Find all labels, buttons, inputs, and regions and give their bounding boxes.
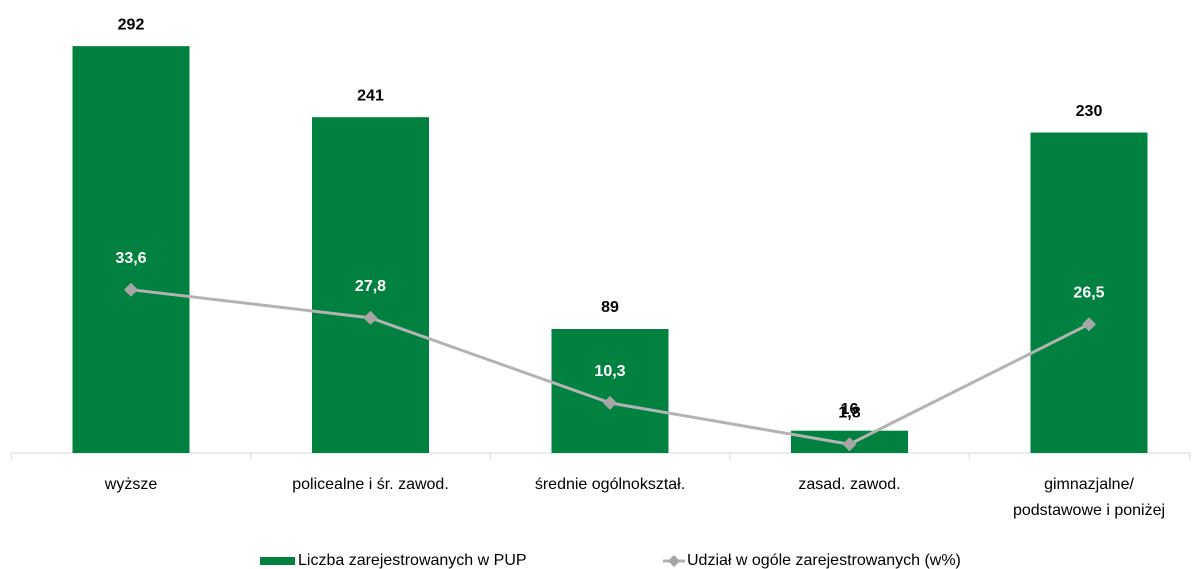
x-tick-label: gimnazjalne/ podstawowe i poniżej [1012, 476, 1166, 519]
bar [312, 117, 429, 453]
bar-value-label: 16 [841, 401, 859, 418]
line-marker [603, 395, 617, 410]
legend-marker [668, 555, 680, 567]
legend-swatch [260, 557, 295, 565]
line-marker [842, 437, 857, 452]
bar-value-label: 89 [601, 299, 619, 316]
line-value-label: 26,5 [1073, 284, 1104, 301]
line-marker [363, 310, 378, 325]
x-tick-label: zasad. zawod. [798, 476, 901, 493]
bar [1030, 132, 1148, 454]
line-value-label: 33,6 [115, 250, 146, 267]
x-tick-label: policealne i śr. zawod. [292, 476, 449, 493]
bar [72, 46, 190, 453]
bar-value-label: 230 [1076, 103, 1103, 120]
line-value-label: 1,8 [838, 404, 860, 421]
line-marker [124, 282, 138, 297]
x-tick-label: wyższe [104, 476, 158, 493]
line-value-label: 10,3 [594, 363, 625, 380]
legend-label: Udział w ogóle zarejestrowanych (w%) [687, 552, 961, 569]
bar [551, 328, 669, 453]
bar-value-label: 241 [357, 87, 384, 104]
line-marker [1082, 317, 1096, 332]
x-tick-label: średnie ogólnokształ. [534, 476, 686, 493]
legend-label: Liczba zarejestrowanych w PUP [298, 552, 527, 569]
bar-value-label: 292 [118, 16, 145, 33]
line-value-label: 27,8 [355, 278, 386, 295]
